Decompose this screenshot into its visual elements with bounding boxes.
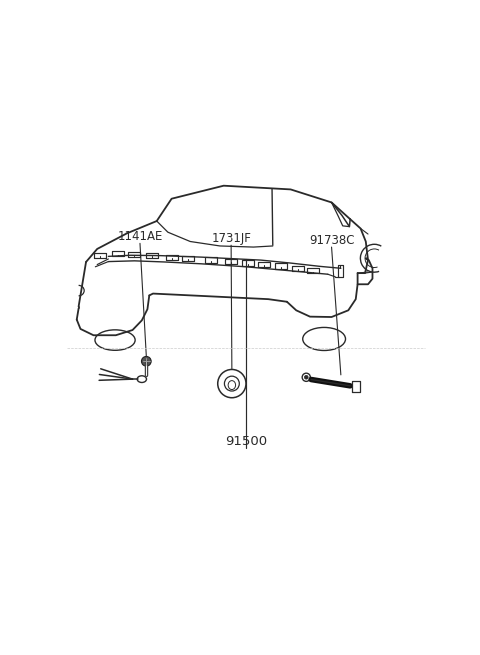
Circle shape <box>142 356 151 366</box>
Circle shape <box>304 375 308 379</box>
Text: 91738C: 91738C <box>309 234 354 247</box>
Text: 91500: 91500 <box>225 435 267 448</box>
Text: 1141AE: 1141AE <box>117 231 163 244</box>
Text: 1731JF: 1731JF <box>211 233 251 245</box>
